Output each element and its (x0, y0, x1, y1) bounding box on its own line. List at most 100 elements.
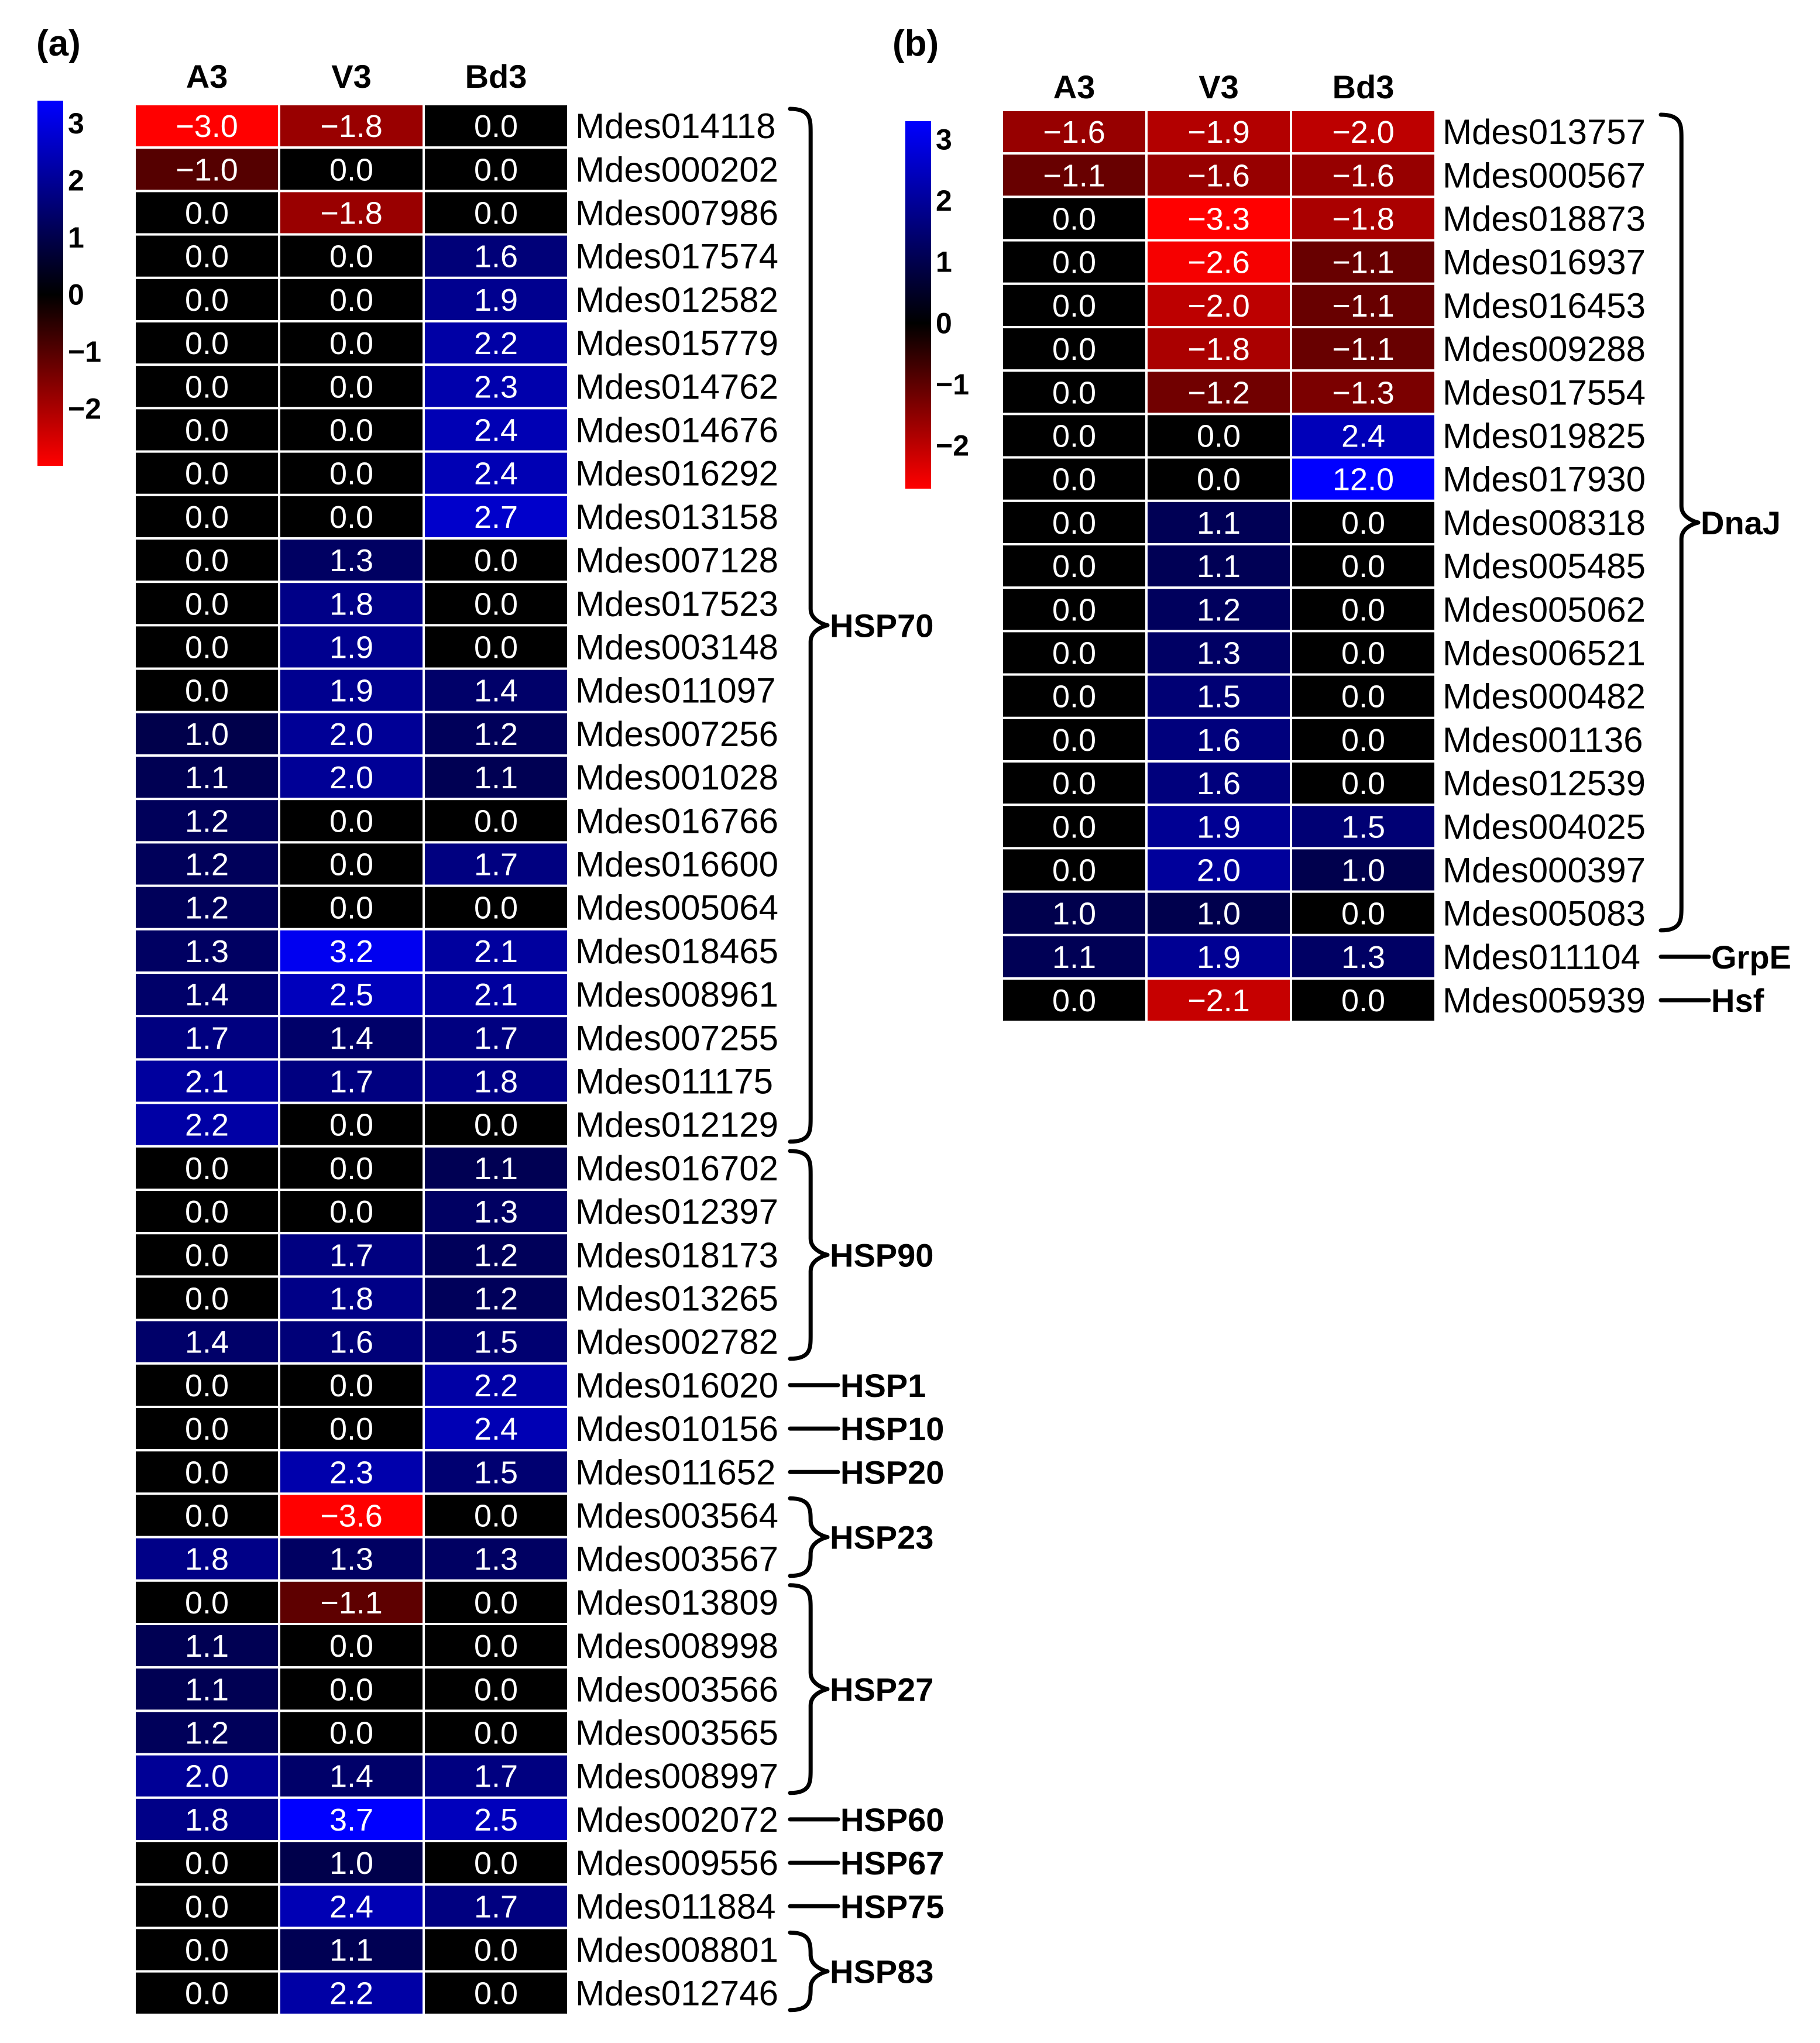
heatmap-cell (133, 320, 280, 366)
gene-label-mdes016937: Mdes016937 (1443, 243, 1646, 282)
heatmap-cell (1001, 804, 1148, 850)
cell-value-label: 1.0 (1341, 853, 1385, 888)
cell-value-label: −1.6 (1332, 158, 1395, 193)
heatmap-cell (1290, 282, 1437, 328)
cell-value-label: 2.4 (474, 456, 518, 492)
heatmap-cell (1145, 673, 1292, 719)
cell-value-label: 0.0 (329, 1412, 373, 1447)
gene-label-mdes014118: Mdes014118 (575, 107, 775, 146)
cell-value-label: 1.3 (474, 1542, 518, 1577)
heatmap-cell (423, 1927, 569, 1973)
group-label-dnaj: DnaJ (1701, 504, 1781, 541)
cell-value-label: 2.4 (474, 1412, 518, 1447)
gene-label-mdes014676: Mdes014676 (575, 411, 778, 450)
cell-value-label: 1.4 (329, 1021, 373, 1056)
color-scale-tick-label: −2 (936, 430, 969, 462)
group-label-hsf: Hsf (1711, 982, 1764, 1019)
heatmap-cell (1001, 673, 1148, 719)
gene-label-mdes015779: Mdes015779 (575, 324, 778, 363)
heatmap-cell (423, 1449, 569, 1495)
cell-value-label: 0.0 (329, 369, 373, 404)
cell-value-label: 0.0 (1341, 636, 1385, 671)
cell-value-label: 0.0 (185, 239, 229, 274)
heatmap-cell (1001, 413, 1148, 459)
cell-value-label: 0.0 (185, 1368, 229, 1403)
column-header-v3: V3 (331, 58, 372, 95)
heatmap-cell (1001, 109, 1148, 155)
heatmap-cell (1290, 499, 1437, 545)
cell-value-label: 0.0 (329, 1672, 373, 1707)
group-bracket (788, 107, 830, 1144)
cell-value-label: 1.9 (474, 283, 518, 318)
cell-value-label: 0.0 (474, 1585, 518, 1620)
cell-value-label: 0.0 (185, 369, 229, 404)
cell-value-label: 1.3 (1341, 940, 1385, 975)
cell-value-label: 1.4 (474, 674, 518, 709)
heatmap-cell (1145, 282, 1292, 328)
heatmap-cell (423, 233, 569, 279)
cell-value-label: 1.3 (1197, 636, 1241, 671)
gene-label-mdes000397: Mdes000397 (1443, 851, 1646, 890)
heatmap-cell (423, 1536, 569, 1582)
heatmap-cell (133, 1579, 280, 1626)
cell-value-label: 0.0 (1341, 983, 1385, 1018)
heatmap-cell (133, 1189, 280, 1235)
heatmap-cell (133, 1709, 280, 1756)
heatmap-cell (423, 1623, 569, 1669)
panel-label: (a) (36, 23, 81, 64)
cell-value-label: 3.2 (329, 934, 373, 969)
cell-value-label: 2.4 (1341, 419, 1385, 454)
heatmap-cell (1145, 239, 1292, 285)
cell-value-label: 1.2 (185, 891, 229, 926)
gene-label-mdes018873: Mdes018873 (1443, 200, 1646, 239)
cell-value-label: 0.0 (1052, 375, 1096, 410)
gene-label-mdes009556: Mdes009556 (575, 1843, 778, 1883)
cell-value-label: 2.5 (329, 977, 373, 1012)
cell-value-label: 0.0 (329, 152, 373, 187)
cell-value-label: 1.0 (185, 717, 229, 752)
cell-value-label: 1.5 (474, 1325, 518, 1360)
heatmap-cell (423, 146, 569, 193)
cell-value-label: 1.2 (185, 1716, 229, 1751)
cell-value-label: 1.2 (185, 847, 229, 883)
cell-value-label: 0.0 (1052, 723, 1096, 758)
heatmap-cell (133, 1145, 280, 1192)
group-label-hsp27: HSP27 (830, 1671, 933, 1708)
heatmap-cell (133, 884, 280, 930)
heatmap-cell (1290, 630, 1437, 676)
cell-value-label: 0.0 (1052, 679, 1096, 715)
cell-value-label: 1.1 (1052, 940, 1096, 975)
cell-value-label: 1.0 (329, 1846, 373, 1881)
heatmap-cell (423, 1101, 569, 1148)
cell-value-label: 0.0 (474, 1672, 518, 1707)
heatmap-panel-a: (a) A3 V3 Bd3 −3.0 −1.8 0.0 Mdes014118 −1.0 0.0 0.… (36, 23, 944, 2016)
cell-value-label: 0.0 (1341, 592, 1385, 627)
group-label-hsp20: HSP20 (840, 1454, 944, 1491)
cell-value-label: 1.9 (329, 630, 373, 665)
heatmap-cell (278, 798, 425, 844)
heatmap-cell (278, 1970, 425, 2016)
gene-label-mdes016020: Mdes016020 (575, 1366, 778, 1405)
cell-value-label: 2.4 (329, 1889, 373, 1924)
cell-value-label: 0.0 (1052, 636, 1096, 671)
cell-value-label: 0.0 (474, 543, 518, 578)
heatmap-cell (278, 1753, 425, 1799)
heatmap-cell (133, 624, 280, 670)
heatmap-cell (278, 1362, 425, 1409)
cell-value-label: 1.4 (185, 977, 229, 1012)
cell-value-label: 0.0 (185, 543, 229, 578)
cell-value-label: 2.2 (474, 1368, 518, 1403)
heatmap-cell (1145, 847, 1292, 893)
cell-value-label: −3.0 (176, 109, 238, 144)
group-bracket (788, 1149, 830, 1361)
heatmap-cell (133, 1970, 280, 2016)
heatmap-cell (1001, 282, 1148, 328)
heatmap-cell (133, 103, 280, 149)
cell-value-label: 2.5 (474, 1802, 518, 1838)
cell-value-label: 0.0 (329, 1194, 373, 1230)
color-scale-tick-label: 3 (936, 123, 952, 156)
heatmap-cell (1145, 977, 1292, 1024)
cell-value-label: 0.0 (185, 196, 229, 231)
gene-label-mdes012397: Mdes012397 (575, 1192, 778, 1231)
color-scale-tick-label: 2 (68, 164, 84, 197)
